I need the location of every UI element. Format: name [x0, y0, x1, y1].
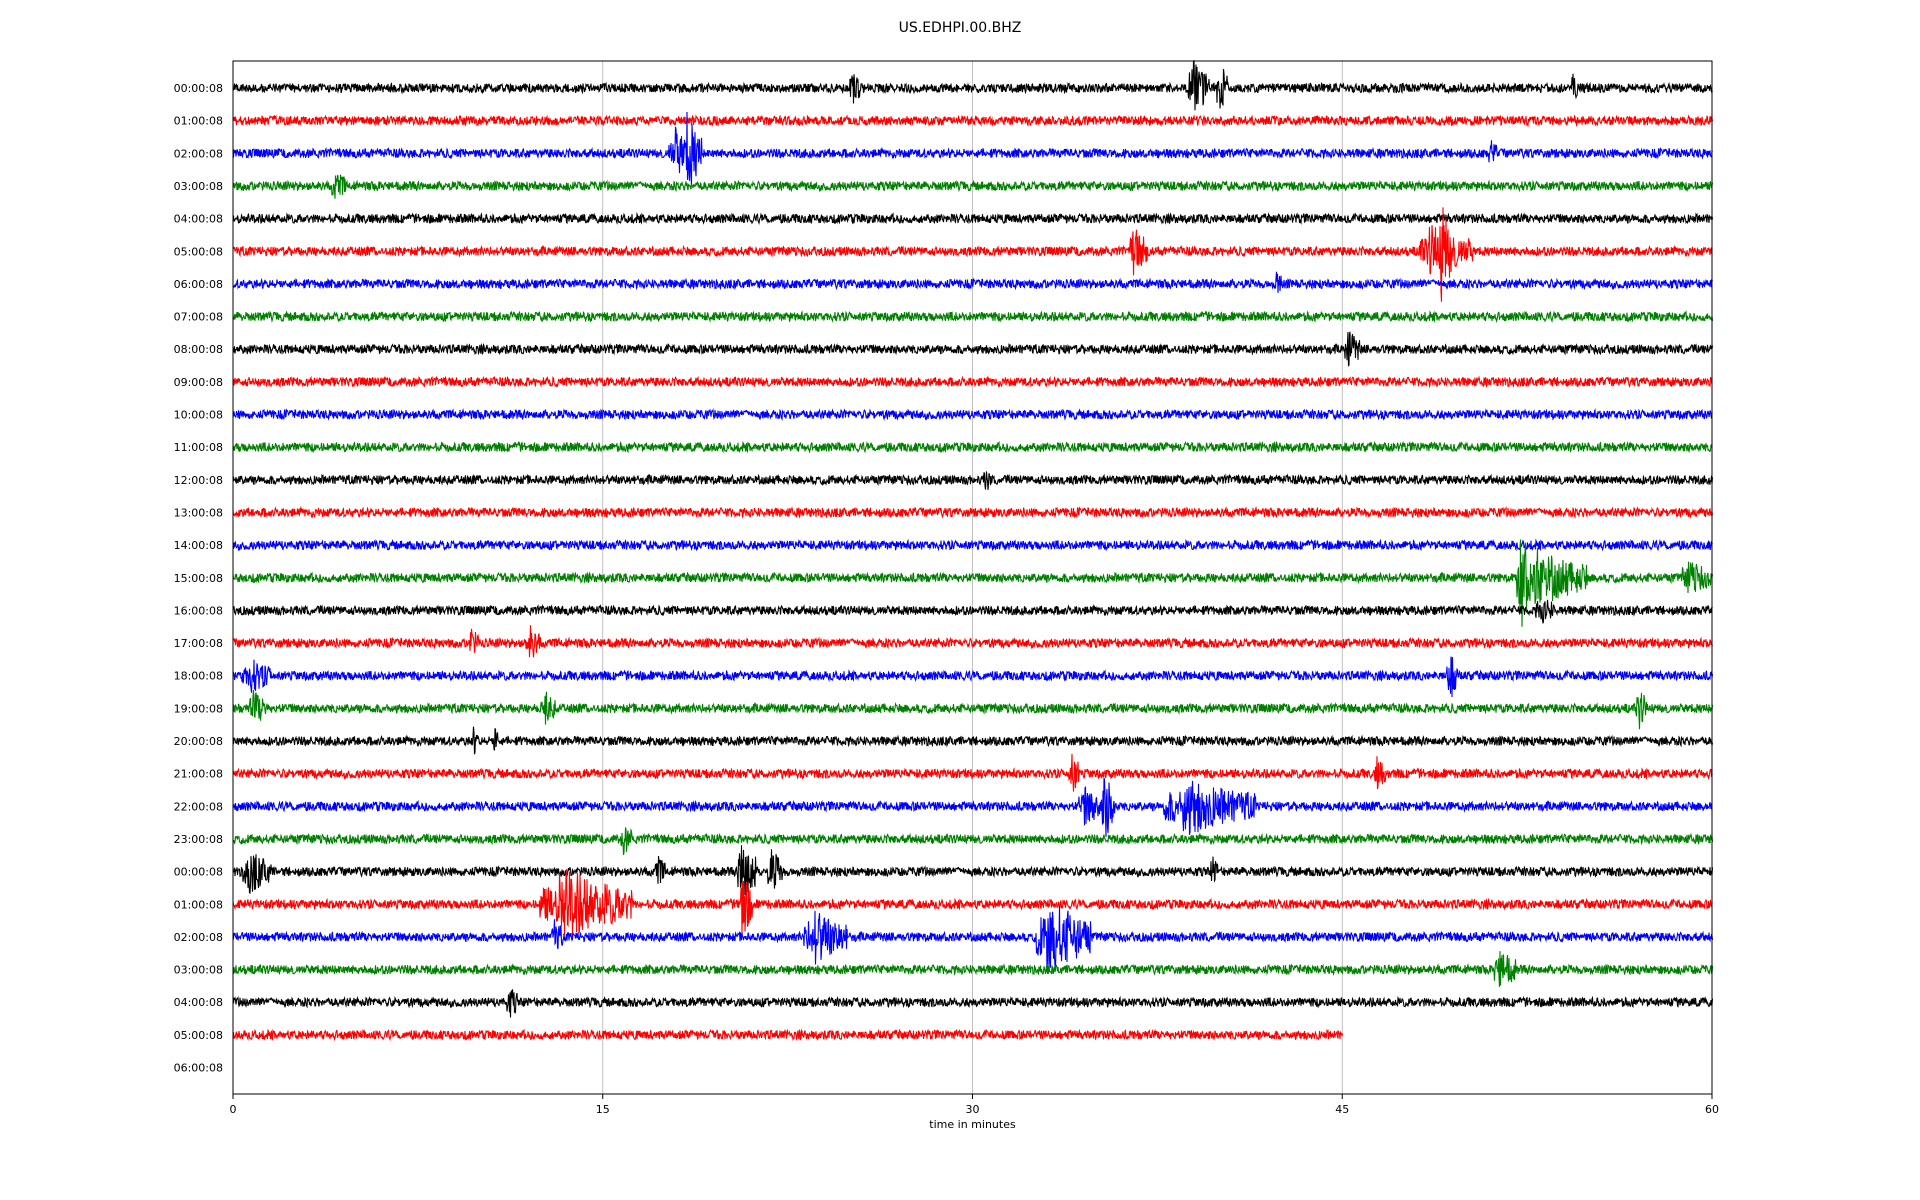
trace-line [232, 599, 1713, 624]
row-time-label: 03:00:08 [174, 964, 223, 977]
trace-line [232, 207, 1713, 302]
trace-line [232, 539, 1714, 627]
trace-line [232, 407, 1713, 421]
row-time-label: 11:00:08 [174, 441, 223, 454]
trace-line [232, 174, 1714, 199]
trace-line [232, 538, 1713, 552]
trace-line [232, 212, 1714, 225]
row-time-label: 04:00:08 [174, 996, 223, 1009]
trace-line [232, 59, 1713, 111]
row-time-label: 13:00:08 [174, 506, 223, 519]
trace-line [232, 331, 1714, 367]
row-time-label: 19:00:08 [174, 702, 223, 715]
row-time-label: 02:00:08 [174, 931, 223, 944]
trace-line [232, 471, 1714, 490]
x-tick-label: 0 [230, 1103, 237, 1116]
row-time-label: 04:00:08 [174, 213, 223, 226]
trace-line [232, 440, 1713, 454]
row-time-label: 07:00:08 [174, 311, 223, 324]
trace-line [232, 826, 1714, 855]
trace-line [232, 111, 1713, 185]
row-time-label: 01:00:08 [174, 898, 223, 911]
trace-line [232, 951, 1714, 987]
trace-line [232, 753, 1713, 792]
row-time-label: 00:00:08 [174, 82, 223, 95]
row-time-label: 15:00:08 [174, 572, 223, 585]
trace-line [232, 989, 1714, 1018]
trace-line [232, 905, 1714, 972]
trace-line [232, 271, 1713, 293]
x-tick-label: 60 [1705, 1103, 1719, 1116]
trace-line [232, 656, 1714, 698]
trace-line [232, 375, 1713, 389]
row-time-label: 12:00:08 [174, 474, 223, 487]
row-time-label: 18:00:08 [174, 670, 223, 683]
trace-line [232, 114, 1714, 128]
row-time-label: 23:00:08 [174, 833, 223, 846]
trace-line [232, 689, 1714, 730]
row-time-label: 10:00:08 [174, 409, 223, 422]
row-time-label: 01:00:08 [174, 115, 223, 128]
row-time-label: 02:00:08 [174, 147, 223, 160]
x-tick-label: 15 [596, 1103, 610, 1116]
row-time-label: 06:00:08 [174, 1062, 223, 1075]
row-time-label: 20:00:08 [174, 735, 223, 748]
row-time-label: 00:00:08 [174, 866, 223, 879]
row-time-label: 05:00:08 [174, 1029, 223, 1042]
row-time-label: 05:00:08 [174, 245, 223, 258]
row-time-label: 09:00:08 [174, 376, 223, 389]
trace-line [232, 869, 1713, 938]
row-time-label: 08:00:08 [174, 343, 223, 356]
chart-title: US.EDHPI.00.BHZ [898, 20, 1022, 36]
trace-line [232, 845, 1714, 896]
row-time-label: 17:00:08 [174, 637, 223, 650]
trace-line [232, 726, 1714, 755]
row-time-label: 03:00:08 [174, 180, 223, 193]
row-time-label: 22:00:08 [174, 800, 223, 813]
trace-line [232, 310, 1714, 323]
row-time-label: 16:00:08 [174, 604, 223, 617]
row-time-label: 06:00:08 [174, 278, 223, 291]
x-axis-label: time in minutes [929, 1118, 1016, 1131]
x-tick-label: 45 [1335, 1103, 1349, 1116]
trace-line [232, 1028, 1344, 1042]
row-time-label: 21:00:08 [174, 768, 223, 781]
row-time-label: 14:00:08 [174, 539, 223, 552]
trace-line [232, 625, 1714, 658]
x-tick-label: 30 [966, 1103, 980, 1116]
trace-line [232, 777, 1713, 837]
trace-line [232, 505, 1714, 519]
